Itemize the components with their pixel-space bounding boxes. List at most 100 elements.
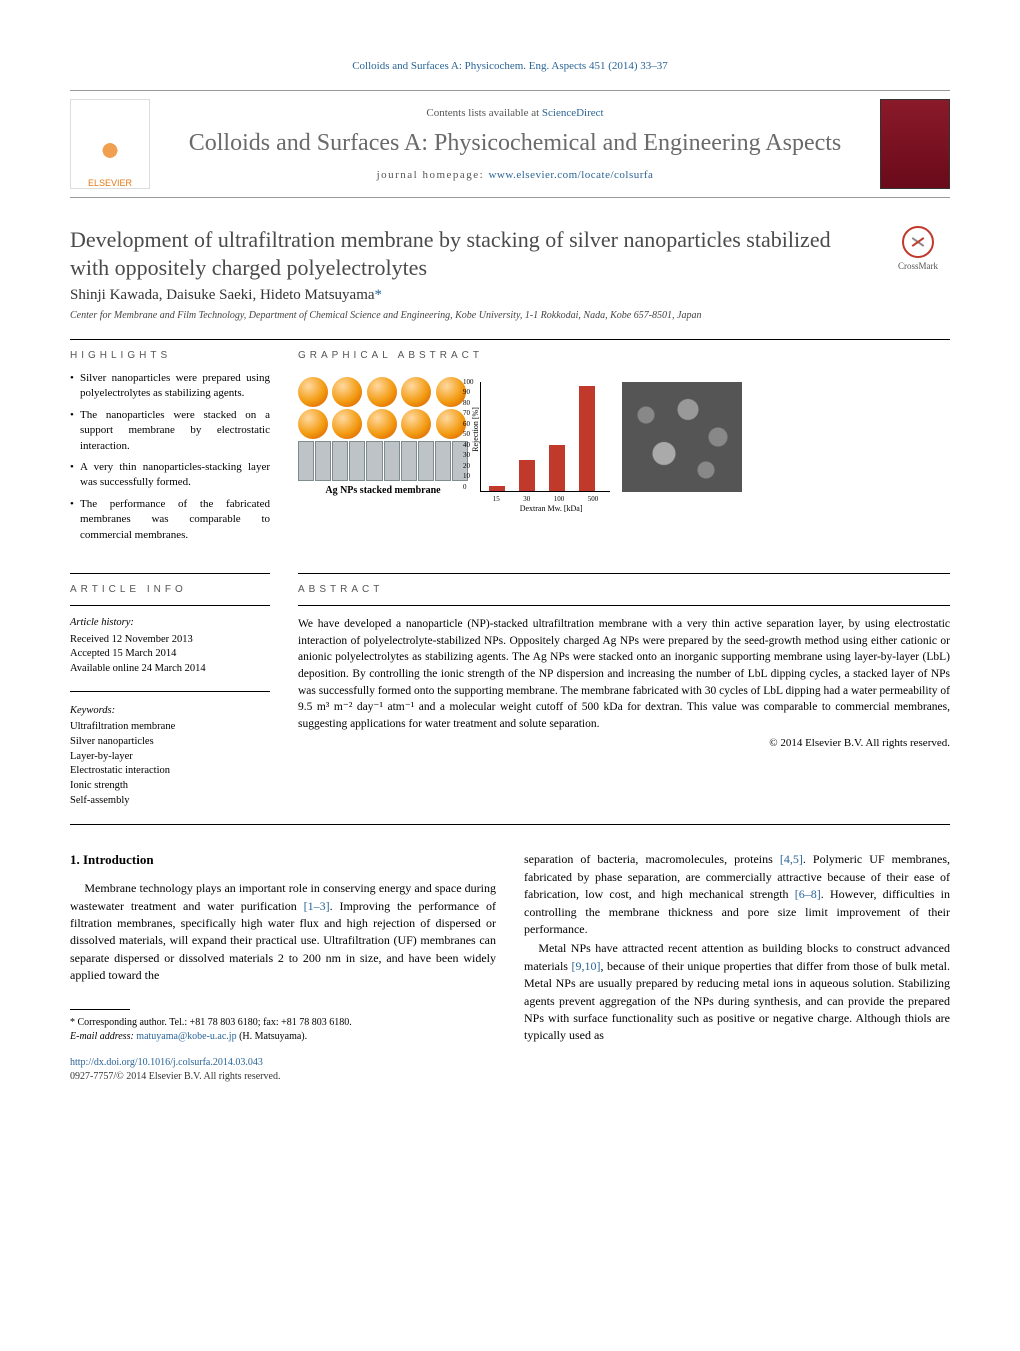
nanoparticle-icon	[298, 409, 328, 439]
highlights-list: Silver nanoparticles were prepared using…	[70, 371, 270, 543]
divider	[298, 605, 950, 606]
citation-link[interactable]: [6–8]	[795, 887, 821, 901]
ga-bar-chart: 1009080706050403020100 15 30 100	[480, 382, 610, 492]
chart-xticks: 15 30 100 500	[481, 495, 610, 503]
nanoparticle-icon	[436, 409, 466, 439]
sciencedirect-link[interactable]: ScienceDirect	[542, 107, 604, 119]
chart-ylabel: Rejection [%]	[471, 407, 480, 452]
nanoparticle-icon	[401, 377, 431, 407]
keywords-head: Keywords:	[70, 704, 270, 719]
chart-bar	[579, 386, 595, 491]
email-link[interactable]: matuyama@kobe-u.ac.jp	[136, 1031, 236, 1042]
chart-bar	[489, 486, 505, 490]
highlight-item: The nanoparticles were stacked on a supp…	[70, 408, 270, 454]
highlight-item: A very thin nanoparticles-stacking layer…	[70, 460, 270, 491]
citation-link[interactable]: [4,5]	[780, 852, 803, 866]
divider	[70, 824, 950, 825]
highlight-item: The performance of the fabricated membra…	[70, 497, 270, 543]
article-info-heading: ARTICLE INFO	[70, 584, 270, 595]
chart-xlabel: Dextran Mw. [kDa]	[520, 504, 583, 513]
body-column-right: separation of bacteria, macromolecules, …	[524, 851, 950, 1084]
body-paragraph: Metal NPs have attracted recent attentio…	[524, 940, 950, 1044]
text-run: separation of bacteria, macromolecules, …	[524, 852, 780, 866]
body-paragraph: separation of bacteria, macromolecules, …	[524, 851, 950, 938]
elsevier-tree-icon	[85, 123, 135, 178]
elsevier-logo: ELSEVIER	[70, 99, 150, 189]
support-bar	[366, 441, 382, 481]
contents-line: Contents lists available at ScienceDirec…	[162, 107, 868, 119]
keyword: Self-assembly	[70, 794, 270, 809]
graphical-abstract: Ag NPs stacked membrane 1009080706050403…	[298, 371, 950, 510]
abstract-copyright: © 2014 Elsevier B.V. All rights reserved…	[298, 737, 950, 749]
highlights-heading: HIGHLIGHTS	[70, 350, 270, 361]
ga-schematic: Ag NPs stacked membrane	[298, 377, 468, 496]
affiliation: Center for Membrane and Film Technology,…	[70, 310, 950, 321]
divider	[70, 691, 270, 692]
doi-link[interactable]: http://dx.doi.org/10.1016/j.colsurfa.201…	[70, 1057, 263, 1068]
corresponding-footnote: * Corresponding author. Tel.: +81 78 803…	[70, 1016, 496, 1044]
online-date: Available online 24 March 2014	[70, 662, 270, 677]
author-names: Shinji Kawada, Daisuke Saeki, Hideto Mat…	[70, 287, 375, 303]
homepage-line: journal homepage: www.elsevier.com/locat…	[162, 169, 868, 181]
divider	[70, 573, 270, 574]
nanoparticle-icon	[436, 377, 466, 407]
support-bar	[418, 441, 434, 481]
crossmark-icon	[902, 226, 934, 258]
authors: Shinji Kawada, Daisuke Saeki, Hideto Mat…	[70, 287, 950, 304]
support-bar	[315, 441, 331, 481]
footnote-post: (H. Matsuyama).	[237, 1031, 308, 1042]
abstract-text: We have developed a nanoparticle (NP)-st…	[298, 616, 950, 733]
history-head: Article history:	[70, 616, 270, 631]
received-date: Received 12 November 2013	[70, 633, 270, 648]
contents-pre: Contents lists available at	[426, 107, 541, 119]
doi-block: http://dx.doi.org/10.1016/j.colsurfa.201…	[70, 1056, 496, 1085]
citation-link[interactable]: [9,10]	[571, 959, 600, 973]
citation-link[interactable]: [1–3]	[304, 899, 330, 913]
intro-heading: 1. Introduction	[70, 851, 496, 870]
chart-bar	[549, 445, 565, 491]
journal-name: Colloids and Surfaces A: Physicochemical…	[162, 129, 868, 158]
divider	[70, 339, 950, 340]
keyword: Electrostatic interaction	[70, 764, 270, 779]
keyword: Ionic strength	[70, 779, 270, 794]
running-header-link[interactable]: Colloids and Surfaces A: Physicochem. En…	[352, 60, 668, 72]
footnote-text: Corresponding author. Tel.: +81 78 803 6…	[75, 1017, 352, 1028]
journal-header: ELSEVIER Contents lists available at Sci…	[70, 90, 950, 198]
nanoparticle-icon	[298, 377, 328, 407]
support-bar	[435, 441, 451, 481]
crossmark-label: CrossMark	[898, 261, 938, 271]
elsevier-logo-text: ELSEVIER	[88, 178, 132, 188]
chart-bar	[519, 460, 535, 491]
corresponding-marker: *	[375, 287, 383, 303]
nanoparticle-icon	[332, 409, 362, 439]
ga-schematic-caption: Ag NPs stacked membrane	[298, 485, 468, 496]
support-bar	[349, 441, 365, 481]
email-label: E-mail address:	[70, 1031, 136, 1042]
article-title: Development of ultrafiltration membrane …	[70, 226, 866, 281]
keywords-block: Keywords: Ultrafiltration membrane Silve…	[70, 704, 270, 809]
highlight-item: Silver nanoparticles were prepared using…	[70, 371, 270, 402]
support-bar	[298, 441, 314, 481]
keyword: Layer-by-layer	[70, 750, 270, 765]
support-bar	[384, 441, 400, 481]
keyword: Silver nanoparticles	[70, 735, 270, 750]
homepage-link[interactable]: www.elsevier.com/locate/colsurfa	[488, 169, 653, 181]
divider	[298, 573, 950, 574]
body-column-left: 1. Introduction Membrane technology play…	[70, 851, 496, 1084]
support-bar	[332, 441, 348, 481]
crossmark-badge[interactable]: CrossMark	[886, 226, 950, 271]
nanoparticle-icon	[367, 377, 397, 407]
keyword: Ultrafiltration membrane	[70, 720, 270, 735]
article-history: Article history: Received 12 November 20…	[70, 616, 270, 677]
nanoparticle-icon	[367, 409, 397, 439]
nanoparticle-icon	[401, 409, 431, 439]
abstract-heading: ABSTRACT	[298, 584, 950, 595]
nanoparticle-icon	[332, 377, 362, 407]
graphical-abstract-heading: GRAPHICAL ABSTRACT	[298, 350, 950, 361]
accepted-date: Accepted 15 March 2014	[70, 647, 270, 662]
issn-copyright: 0927-7757/© 2014 Elsevier B.V. All right…	[70, 1071, 280, 1082]
intro-paragraph: Membrane technology plays an important r…	[70, 880, 496, 984]
divider	[70, 605, 270, 606]
running-header: Colloids and Surfaces A: Physicochem. En…	[70, 60, 950, 72]
journal-cover-thumb	[880, 99, 950, 189]
